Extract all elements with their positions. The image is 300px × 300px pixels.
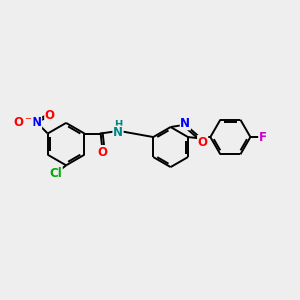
Text: O: O bbox=[98, 146, 108, 159]
Text: N: N bbox=[180, 117, 190, 130]
Text: Cl: Cl bbox=[50, 167, 62, 180]
Text: N: N bbox=[32, 116, 41, 129]
Text: O: O bbox=[198, 136, 208, 148]
Text: F: F bbox=[259, 130, 267, 143]
Text: O: O bbox=[45, 109, 55, 122]
Text: N: N bbox=[113, 126, 123, 139]
Text: O$^-$: O$^-$ bbox=[13, 116, 33, 129]
Text: H: H bbox=[114, 120, 122, 130]
